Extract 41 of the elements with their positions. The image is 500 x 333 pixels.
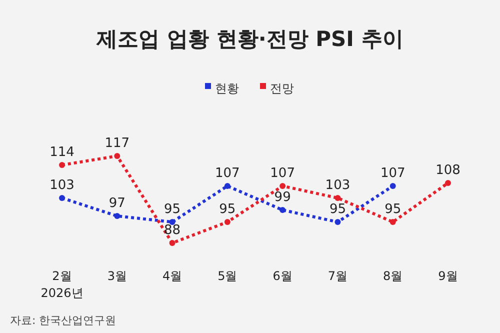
data-label: 107 (270, 166, 295, 181)
point (390, 183, 396, 189)
point (59, 195, 65, 201)
point (224, 183, 230, 189)
legend-label: 현황 (215, 81, 239, 96)
x-tick-label: 3월 (107, 269, 127, 283)
data-label: 95 (164, 202, 181, 217)
point (169, 240, 176, 246)
data-label: 103 (325, 178, 350, 193)
data-label: 107 (380, 166, 406, 181)
point (224, 219, 230, 225)
point (445, 180, 451, 186)
text: 자료: 한국산업연구원 (10, 314, 116, 327)
data-label: 117 (104, 136, 130, 151)
x-tick-label: 9월 (438, 269, 458, 283)
data-label: 95 (219, 202, 236, 217)
data-label: 97 (108, 196, 126, 211)
data-label: 114 (50, 145, 74, 160)
data-label: 108 (436, 163, 460, 178)
chart-title: 제조업 업황 현황·전망 PSI 추이 (96, 27, 404, 51)
data-label: 107 (215, 166, 240, 181)
point (114, 213, 120, 219)
point (390, 219, 396, 225)
point (114, 153, 120, 159)
x-tick-label: 5월 (218, 269, 238, 283)
data-label: 95 (329, 202, 346, 217)
data-label: 95 (384, 202, 402, 217)
data-label: 88 (164, 223, 181, 238)
point (280, 207, 286, 213)
point (334, 219, 341, 225)
x-tick-label: 7월 (328, 269, 348, 283)
x-tick-label: 6월 (272, 269, 292, 283)
point (59, 162, 65, 168)
x-tick-label: 8월 (383, 269, 403, 283)
data-label: 103 (50, 178, 74, 193)
data-label: 99 (274, 190, 291, 205)
point (334, 195, 341, 201)
x-tick-label: 4월 (162, 269, 182, 283)
x-tick-label: 2월 2026년 (40, 269, 84, 300)
point (280, 183, 286, 189)
legend-label: 전망 (270, 81, 294, 96)
